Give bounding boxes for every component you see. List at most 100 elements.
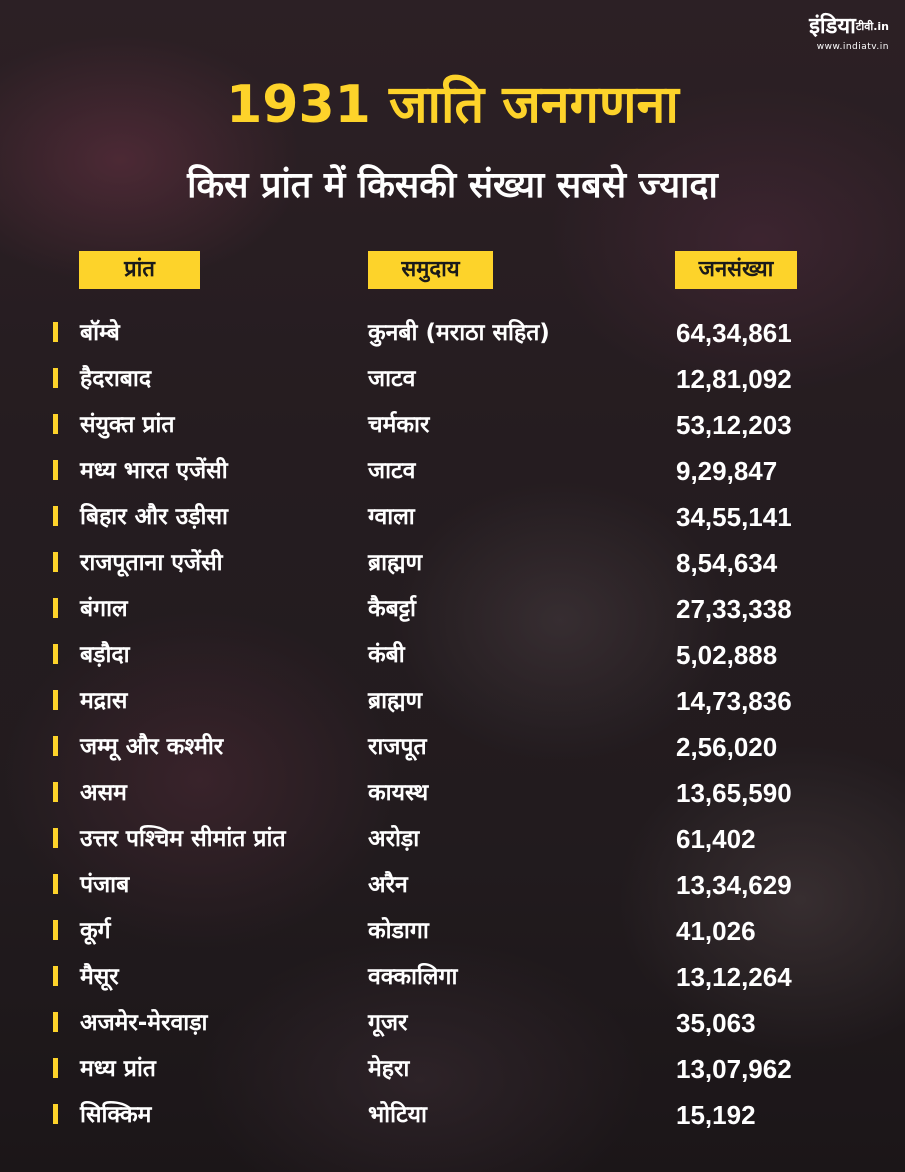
cell-prant: मध्य भारत एजेंसी — [80, 458, 228, 484]
bullet-marker — [53, 322, 58, 342]
cell-samuday: चर्मकार — [368, 412, 430, 438]
logo-url: www.indiatv.in — [816, 42, 889, 52]
cell-samuday: राजपूत — [368, 734, 427, 760]
india-tv-logo: इंडियाटीवी.in www.indiatv.in — [809, 14, 889, 52]
cell-jansankhya: 2,56,020 — [676, 732, 778, 762]
bullet-marker — [53, 1012, 58, 1032]
bullet-marker — [53, 828, 58, 848]
cell-jansankhya: 61,402 — [676, 824, 756, 854]
table-row: बड़ौदा कंबी 5,02,888 — [0, 632, 905, 678]
cell-prant: हैदराबाद — [80, 366, 152, 392]
cell-jansankhya: 27,33,338 — [676, 594, 792, 624]
cell-jansankhya: 5,02,888 — [676, 640, 778, 670]
bullet-marker — [53, 736, 58, 756]
cell-prant: मैसूर — [80, 964, 119, 990]
cell-jansankhya: 13,07,962 — [676, 1054, 792, 1084]
data-table: बॉम्बे कुनबी (मराठा सहित) 64,34,861 हैदराबा… — [0, 310, 905, 1138]
table-row: असम कायस्थ 13,65,590 — [0, 770, 905, 816]
cell-jansankhya: 8,54,634 — [676, 548, 778, 578]
cell-jansankhya: 14,73,836 — [676, 686, 792, 716]
cell-prant: असम — [80, 780, 127, 806]
bullet-marker — [53, 552, 58, 572]
bullet-marker — [53, 368, 58, 388]
table-row: बॉम्बे कुनबी (मराठा सहित) 64,34,861 — [0, 310, 905, 356]
cell-prant: संयुक्त प्रांत — [80, 412, 175, 438]
table-row: हैदराबाद जाटव 12,81,092 — [0, 356, 905, 402]
table-row: राजपूताना एजेंसी ब्राह्मण 8,54,634 — [0, 540, 905, 586]
table-row: मैसूर वक्कालिगा 13,12,264 — [0, 954, 905, 1000]
cell-samuday: कंबी — [368, 642, 405, 668]
table-row: कूर्ग कोडागा 41,026 — [0, 908, 905, 954]
cell-samuday: कायस्थ — [368, 780, 429, 806]
cell-prant: कूर्ग — [80, 918, 111, 944]
cell-jansankhya: 35,063 — [676, 1008, 756, 1038]
table-row: मध्य प्रांत मेहरा 13,07,962 — [0, 1046, 905, 1092]
logo-brand-suffix: टीवी.in — [855, 20, 889, 33]
table-row: बिहार और उड़ीसा ग्वाला 34,55,141 — [0, 494, 905, 540]
cell-jansankhya: 53,12,203 — [676, 410, 792, 440]
cell-samuday: जाटव — [368, 458, 416, 484]
bullet-marker — [53, 1104, 58, 1124]
bullet-marker — [53, 506, 58, 526]
cell-samuday: जाटव — [368, 366, 416, 392]
cell-prant: अजमेर-मेरवाड़ा — [80, 1010, 208, 1036]
cell-jansankhya: 34,55,141 — [676, 502, 792, 532]
cell-prant: उत्तर पश्चिम सीमांत प्रांत — [80, 826, 286, 852]
cell-jansankhya: 13,12,264 — [676, 962, 792, 992]
bullet-marker — [53, 1058, 58, 1078]
cell-jansankhya: 15,192 — [676, 1100, 756, 1130]
bullet-marker — [53, 966, 58, 986]
table-row: पंजाब अरैन 13,34,629 — [0, 862, 905, 908]
cell-prant: बिहार और उड़ीसा — [80, 504, 228, 530]
cell-jansankhya: 9,29,847 — [676, 456, 778, 486]
cell-samuday: अरोड़ा — [368, 826, 420, 852]
cell-jansankhya: 13,65,590 — [676, 778, 792, 808]
column-header-prant: प्रांत — [79, 251, 200, 289]
table-row: मद्रास ब्राह्मण 14,73,836 — [0, 678, 905, 724]
cell-samuday: भोटिया — [368, 1102, 427, 1128]
bullet-marker — [53, 782, 58, 802]
table-row: उत्तर पश्चिम सीमांत प्रांत अरोड़ा 61,402 — [0, 816, 905, 862]
bullet-marker — [53, 920, 58, 940]
cell-samuday: ब्राह्मण — [368, 688, 423, 714]
cell-prant: मध्य प्रांत — [80, 1056, 156, 1082]
cell-prant: बड़ौदा — [80, 642, 130, 668]
cell-prant: मद्रास — [80, 688, 128, 714]
column-header-samuday: समुदाय — [368, 251, 493, 289]
cell-samuday: ग्वाला — [368, 504, 415, 530]
cell-jansankhya: 64,34,861 — [676, 318, 792, 348]
table-row: बंगाल कैबर्ट्टा 27,33,338 — [0, 586, 905, 632]
cell-samuday: मेहरा — [368, 1056, 410, 1082]
column-header-jansankhya: जनसंख्या — [675, 251, 797, 289]
cell-prant: जम्मू और कश्मीर — [80, 734, 224, 760]
bullet-marker — [53, 644, 58, 664]
cell-jansankhya: 12,81,092 — [676, 364, 792, 394]
table-row: मध्य भारत एजेंसी जाटव 9,29,847 — [0, 448, 905, 494]
bullet-marker — [53, 874, 58, 894]
table-row: संयुक्त प्रांत चर्मकार 53,12,203 — [0, 402, 905, 448]
cell-prant: राजपूताना एजेंसी — [80, 550, 223, 576]
cell-prant: बंगाल — [80, 596, 128, 622]
bullet-marker — [53, 414, 58, 434]
cell-prant: बॉम्बे — [80, 320, 120, 346]
cell-samuday: अरैन — [368, 872, 408, 898]
table-row: जम्मू और कश्मीर राजपूत 2,56,020 — [0, 724, 905, 770]
bullet-marker — [53, 598, 58, 618]
cell-samuday: कुनबी (मराठा सहित) — [368, 320, 550, 346]
cell-samuday: गूजर — [368, 1010, 408, 1036]
table-row: सिक्किम भोटिया 15,192 — [0, 1092, 905, 1138]
page-title: 1931 जाति जनगणना — [226, 75, 679, 135]
bullet-marker — [53, 690, 58, 710]
cell-samuday: कैबर्ट्टा — [368, 596, 417, 622]
bullet-marker — [53, 460, 58, 480]
page-subtitle: किस प्रांत में किसकी संख्या सबसे ज्यादा — [187, 165, 718, 206]
cell-samuday: ब्राह्मण — [368, 550, 423, 576]
cell-samuday: वक्कालिगा — [368, 964, 458, 990]
cell-jansankhya: 13,34,629 — [676, 870, 792, 900]
cell-samuday: कोडागा — [368, 918, 429, 944]
cell-prant: सिक्किम — [80, 1102, 152, 1128]
logo-brand-text: इंडिया — [809, 14, 856, 39]
table-row: अजमेर-मेरवाड़ा गूजर 35,063 — [0, 1000, 905, 1046]
cell-jansankhya: 41,026 — [676, 916, 756, 946]
